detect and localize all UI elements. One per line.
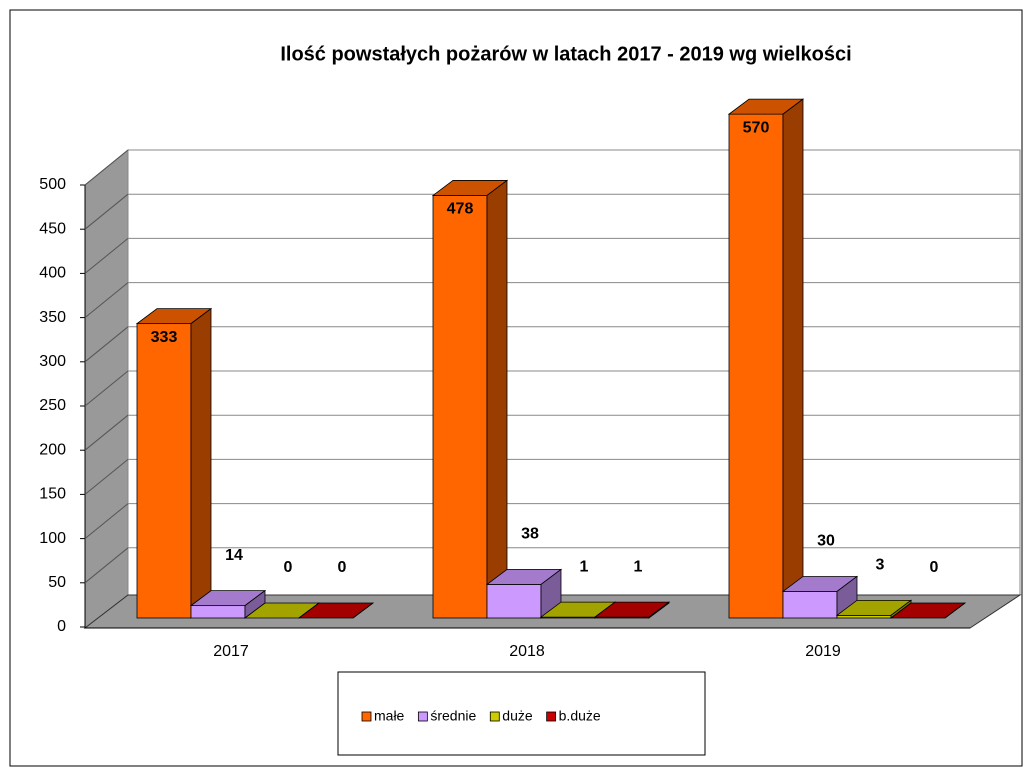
- data-label: 1: [634, 558, 643, 575]
- x-tick-label: 2019: [805, 643, 841, 660]
- legend-box: [337, 671, 706, 756]
- y-tick-label: 250: [39, 397, 66, 414]
- data-label: 0: [930, 559, 939, 576]
- legend-label: średnie: [430, 708, 476, 724]
- y-tick-label: 150: [39, 486, 66, 503]
- grid-line-side: [84, 503, 129, 539]
- y-tick-label: 100: [39, 530, 66, 547]
- y-tick-label: 350: [39, 309, 66, 326]
- bar-front: [136, 323, 192, 619]
- bar-side: [486, 179, 508, 619]
- legend-label: b.duże: [559, 708, 601, 724]
- grid-line-side: [84, 326, 129, 363]
- bar-side: [190, 307, 212, 619]
- bar-side: [944, 602, 966, 619]
- grid-line-side: [84, 370, 129, 407]
- bar: [297, 602, 375, 619]
- grid-line-side: [84, 459, 129, 495]
- bar: [593, 601, 671, 619]
- data-label: 30: [817, 533, 835, 550]
- legend-swatch: [489, 711, 500, 722]
- bar: [835, 599, 913, 619]
- bar-front: [728, 113, 784, 619]
- data-label: 38: [521, 526, 539, 543]
- data-label: 0: [338, 559, 347, 576]
- y-tick-label: 500: [39, 176, 66, 193]
- bar: [727, 98, 805, 619]
- data-label: 570: [743, 119, 770, 136]
- bar-side: [782, 98, 804, 619]
- legend-swatch: [546, 711, 557, 722]
- y-tick-label: 0: [57, 618, 66, 635]
- bar-side: [648, 601, 670, 619]
- y-tick-label: 200: [39, 441, 66, 458]
- data-label: 1: [580, 558, 589, 575]
- x-tick-label: 2018: [509, 643, 545, 660]
- bar: [189, 589, 267, 619]
- data-label: 0: [284, 559, 293, 576]
- grid-line-side: [84, 547, 129, 584]
- bar: [889, 602, 967, 619]
- bar-front: [486, 584, 542, 619]
- bar-front: [782, 591, 838, 619]
- chart-title: Ilość powstałych pożarów w latach 2017 -…: [280, 43, 851, 65]
- bar: [485, 568, 563, 619]
- grid-line-side: [84, 238, 129, 274]
- data-label: 3: [876, 557, 885, 574]
- y-tick-label: 450: [39, 220, 66, 237]
- back-wall: [127, 149, 1021, 596]
- legend-swatch: [417, 711, 428, 722]
- y-tick-label: 400: [39, 265, 66, 282]
- y-tick-label: 50: [48, 574, 66, 591]
- bar-side: [352, 602, 374, 619]
- data-label: 14: [225, 547, 243, 564]
- bar: [135, 307, 213, 619]
- x-tick-label: 2017: [213, 643, 249, 660]
- grid-line-side: [84, 193, 129, 230]
- bar: [431, 179, 509, 619]
- grid-line-side: [84, 149, 129, 186]
- grid-line-side: [84, 282, 129, 318]
- data-label: 333: [151, 329, 178, 346]
- legend-label: duże: [502, 708, 533, 724]
- legend-label: małe: [374, 708, 405, 724]
- bar-front: [432, 195, 488, 619]
- bar: [781, 575, 859, 619]
- y-tick-label: 300: [39, 353, 66, 370]
- legend-swatch: [361, 711, 372, 722]
- bar-front: [190, 605, 246, 619]
- data-label: 478: [447, 201, 474, 218]
- grid-line-side: [84, 414, 129, 451]
